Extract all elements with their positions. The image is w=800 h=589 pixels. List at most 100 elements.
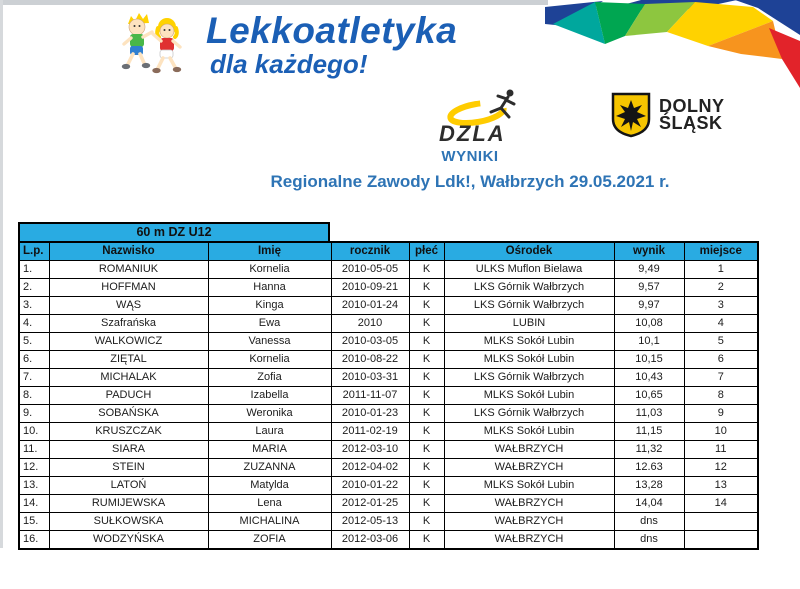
cell-nazwisko: WALKOWICZ: [48, 332, 209, 351]
cell-miejsce: 9: [683, 404, 759, 423]
cell-nazwisko: WODZYŃSKA: [48, 530, 209, 550]
cell-miejsce: 3: [683, 296, 759, 315]
cell-imie: Lena: [207, 494, 332, 513]
cell-imie: MICHALINA: [207, 512, 332, 531]
cell-osrodek: LKS Górnik Wałbrzych: [443, 368, 615, 387]
cell-lp: 2.: [18, 278, 50, 297]
cell-osrodek: WAŁBRZYCH: [443, 512, 615, 531]
cell-rocznik: 2012-04-02: [330, 458, 410, 477]
cell-nazwisko: MICHALAK: [48, 368, 209, 387]
table-row: 8. PADUCH Izabella 2011-11-07 K MLKS Sokół Lu…: [18, 386, 759, 405]
cell-nazwisko: SUŁKOWSKA: [48, 512, 209, 531]
cell-plec: K: [408, 260, 445, 279]
cell-rocznik: 2010: [330, 314, 410, 333]
runner-track-icon: [447, 89, 516, 127]
cell-rocznik: 2012-05-13: [330, 512, 410, 531]
cell-osrodek: LKS Górnik Wałbrzych: [443, 404, 615, 423]
cell-rocznik: 2010-09-21: [330, 278, 410, 297]
table-row: 13. LATOŃ Matylda 2010-01-22 K MLKS Sokół Lub…: [18, 476, 759, 495]
brand-subtitle: dla każdego!: [210, 48, 368, 79]
cell-lp: 15.: [18, 512, 50, 531]
table-row: 1. ROMANIUK Kornelia 2010-05-05 K ULKS Muflon…: [18, 260, 759, 279]
cell-lp: 5.: [18, 332, 50, 351]
cell-lp: 1.: [18, 260, 50, 279]
cell-osrodek: WAŁBRZYCH: [443, 458, 615, 477]
cell-osrodek: ULKS Muflon Bielawa: [443, 260, 615, 279]
colorful-triangles-banner: [545, 0, 800, 88]
cell-miejsce: 10: [683, 422, 759, 441]
cell-plec: K: [408, 368, 445, 387]
brand-wordmark: Lekkoatletyka dla każdego!: [206, 10, 458, 79]
cell-lp: 7.: [18, 368, 50, 387]
cell-miejsce: [683, 512, 759, 531]
cell-imie: Matylda: [207, 476, 332, 495]
kids-running-illustration: [121, 13, 182, 74]
cell-lp: 8.: [18, 386, 50, 405]
cell-miejsce: 8: [683, 386, 759, 405]
cell-rocznik: 2011-11-07: [330, 386, 410, 405]
cell-plec: K: [408, 512, 445, 531]
cell-nazwisko: Szafrańska: [48, 314, 209, 333]
cell-lp: 14.: [18, 494, 50, 513]
photo-edge-left: [0, 0, 3, 548]
cell-nazwisko: ZIĘTAL: [48, 350, 209, 369]
cell-nazwisko: KRUSZCZAK: [48, 422, 209, 441]
cell-wynik: 11,15: [613, 422, 685, 441]
cell-miejsce: [683, 530, 759, 550]
cell-imie: Kornelia: [207, 260, 332, 279]
cell-miejsce: 14: [683, 494, 759, 513]
cell-miejsce: 7: [683, 368, 759, 387]
cell-imie: Ewa: [207, 314, 332, 333]
brand-title: Lekkoatletyka: [206, 10, 458, 51]
results-table-body: 1. ROMANIUK Kornelia 2010-05-05 K ULKS Muflon…: [18, 260, 759, 550]
cell-wynik: 11,32: [613, 440, 685, 459]
results-table: L.p. Nazwisko Imię rocznik płeć Ośrodek wynik m…: [18, 241, 759, 550]
cell-plec: K: [408, 440, 445, 459]
cell-imie: Kornelia: [207, 350, 332, 369]
table-row: 3. WĄS Kinga 2010-01-24 K LKS Górnik Wałbrzyc…: [18, 296, 759, 315]
cell-plec: K: [408, 296, 445, 315]
dzla-logo: DZLA: [439, 89, 516, 146]
column-header-rocznik: rocznik: [330, 241, 410, 261]
cell-wynik: 10,65: [613, 386, 685, 405]
cell-plec: K: [408, 422, 445, 441]
cell-osrodek: MLKS Sokół Lubin: [443, 332, 615, 351]
cell-lp: 13.: [18, 476, 50, 495]
column-header-miejsce: miejsce: [683, 241, 759, 261]
cell-plec: K: [408, 404, 445, 423]
cell-plec: K: [408, 458, 445, 477]
cell-osrodek: MLKS Sokół Lubin: [443, 422, 615, 441]
cell-imie: ZOFIA: [207, 530, 332, 550]
cell-lp: 3.: [18, 296, 50, 315]
dzla-label: DZLA: [439, 121, 506, 146]
cell-imie: Weronika: [207, 404, 332, 423]
cell-miejsce: 13: [683, 476, 759, 495]
table-row: 16. WODZYŃSKA ZOFIA 2012-03-06 K WAŁBRZYCH dns: [18, 530, 759, 550]
cell-plec: K: [408, 530, 445, 550]
cell-imie: Laura: [207, 422, 332, 441]
cell-lp: 9.: [18, 404, 50, 423]
cell-lp: 6.: [18, 350, 50, 369]
cell-miejsce: 12: [683, 458, 759, 477]
cell-rocznik: 2012-01-25: [330, 494, 410, 513]
cell-nazwisko: HOFFMAN: [48, 278, 209, 297]
cell-rocznik: 2010-03-05: [330, 332, 410, 351]
cell-miejsce: 5: [683, 332, 759, 351]
dolny-slask-logo: DOLNY ŚLĄSK: [610, 92, 725, 138]
cell-plec: K: [408, 278, 445, 297]
cell-wynik: 9,49: [613, 260, 685, 279]
table-row: 12. STEIN ZUZANNA 2012-04-02 K WAŁBRZYCH 12.63…: [18, 458, 759, 477]
eagle-shield-icon: [611, 92, 651, 138]
cell-rocznik: 2010-08-22: [330, 350, 410, 369]
cell-nazwisko: SIARA: [48, 440, 209, 459]
cell-imie: Hanna: [207, 278, 332, 297]
cell-lp: 4.: [18, 314, 50, 333]
cell-plec: K: [408, 332, 445, 351]
results-table-header: L.p. Nazwisko Imię rocznik płeć Ośrodek wynik m…: [18, 241, 759, 261]
table-row: 9. SOBAŃSKA Weronika 2010-01-23 K LKS Górnik …: [18, 404, 759, 423]
cell-wynik: 9,97: [613, 296, 685, 315]
cell-imie: ZUZANNA: [207, 458, 332, 477]
column-header-plec: płeć: [408, 241, 445, 261]
cell-wynik: 10,08: [613, 314, 685, 333]
